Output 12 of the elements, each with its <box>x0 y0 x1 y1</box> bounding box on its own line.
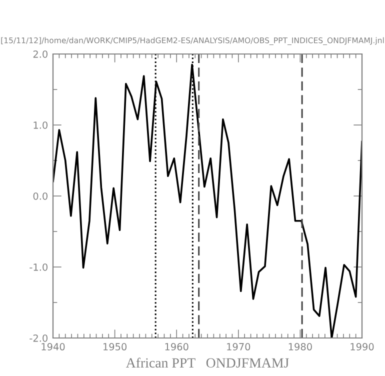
x-tick-label: 1980 <box>288 343 312 350</box>
y-tick-label: 1.0 <box>34 121 48 129</box>
x-tick-label: 1960 <box>165 343 188 350</box>
y-tick-label: -1.0 <box>30 263 48 271</box>
x-axis-title: African PPT ONDJFMAMJ <box>126 358 289 368</box>
x-tick-label: 1940 <box>42 343 65 350</box>
x-tick-label: 1970 <box>227 343 250 350</box>
x-tick-label: 1950 <box>103 343 127 350</box>
y-tick-label: 2.0 <box>33 50 48 58</box>
x-tick-label: 1990 <box>350 343 374 350</box>
y-tick-label: 0.0 <box>33 192 48 200</box>
y-tick-label: -2.0 <box>30 334 48 342</box>
